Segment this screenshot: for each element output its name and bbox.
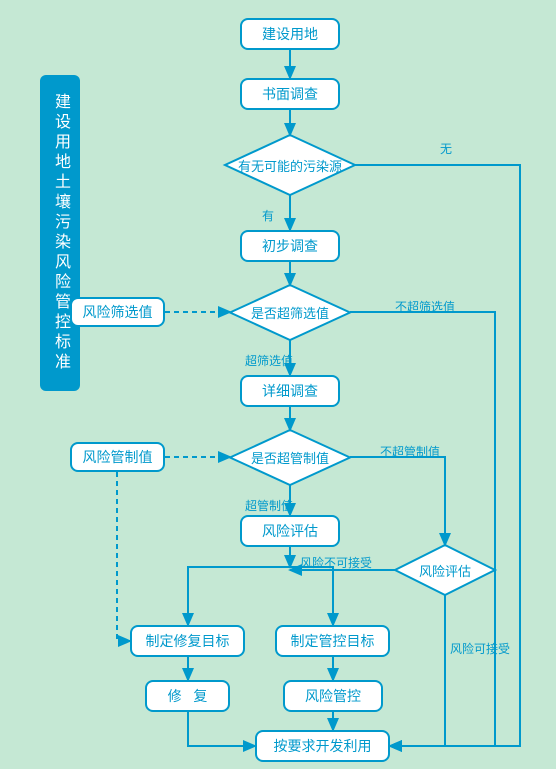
node-label-n9: 风险评估 (395, 545, 495, 595)
node-n13: 风险管控 (283, 680, 383, 712)
node-n10: 制定修复目标 (130, 625, 245, 657)
edge-n12-n14 (188, 712, 255, 746)
node-label-n7: 是否超管制值 (230, 430, 350, 485)
node-n6: 详细调查 (240, 375, 340, 407)
node-ref2: 风险管制值 (70, 442, 165, 472)
title-band: 建设用地土壤污染风险管控标准 (40, 75, 80, 391)
node-n14: 按要求开发利用 (255, 730, 390, 762)
edge-split-n11 (290, 567, 333, 625)
edge-label-n7-n8: 超管制值 (245, 497, 293, 514)
node-n12: 修 复 (145, 680, 230, 712)
edge-ref2-n10 (117, 472, 130, 641)
node-n11: 制定管控目标 (275, 625, 390, 657)
edge-label-n9-n14: 风险可接受 (450, 640, 510, 657)
edge-label-n7-n9: 不超管制值 (380, 443, 440, 460)
node-label-n5: 是否超筛选值 (230, 285, 350, 340)
edge-split-n10 (188, 567, 290, 625)
node-ref1: 风险筛选值 (70, 297, 165, 327)
edge-label-n5-n6: 超筛选值 (245, 352, 293, 369)
edge-label-n3-n14: 无 (440, 140, 452, 157)
flowchart-canvas: 建设用地土壤污染风险管控标准 建设用地书面调查有无可能的污染源初步调查是否超筛选… (0, 0, 556, 769)
edge-label-n8-split: 风险不可接受 (300, 554, 372, 571)
node-n4: 初步调查 (240, 230, 340, 262)
title-text: 建设用地土壤污染风险管控标准 (48, 93, 72, 373)
edge-n9-n14 (390, 595, 445, 746)
edge-n7-n9 (350, 457, 445, 545)
node-label-n3: 有无可能的污染源 (225, 135, 355, 195)
node-n2: 书面调查 (240, 78, 340, 110)
node-n1: 建设用地 (240, 18, 340, 50)
edge-label-n5-n14: 不超筛选值 (395, 298, 455, 315)
edge-label-n3-n4: 有 (262, 207, 274, 224)
node-n8: 风险评估 (240, 515, 340, 547)
